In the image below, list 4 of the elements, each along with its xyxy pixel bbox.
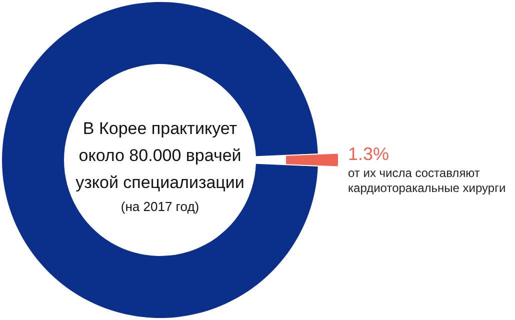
- data-label: 1.3%: [348, 144, 390, 164]
- slice-label: от их числа составляют кардиоторакальные хирурги: [348, 166, 506, 195]
- text: В Корее практикует около 80.000 врачей узкой специализации: [76, 119, 244, 192]
- text: (на 2017 год): [120, 199, 200, 214]
